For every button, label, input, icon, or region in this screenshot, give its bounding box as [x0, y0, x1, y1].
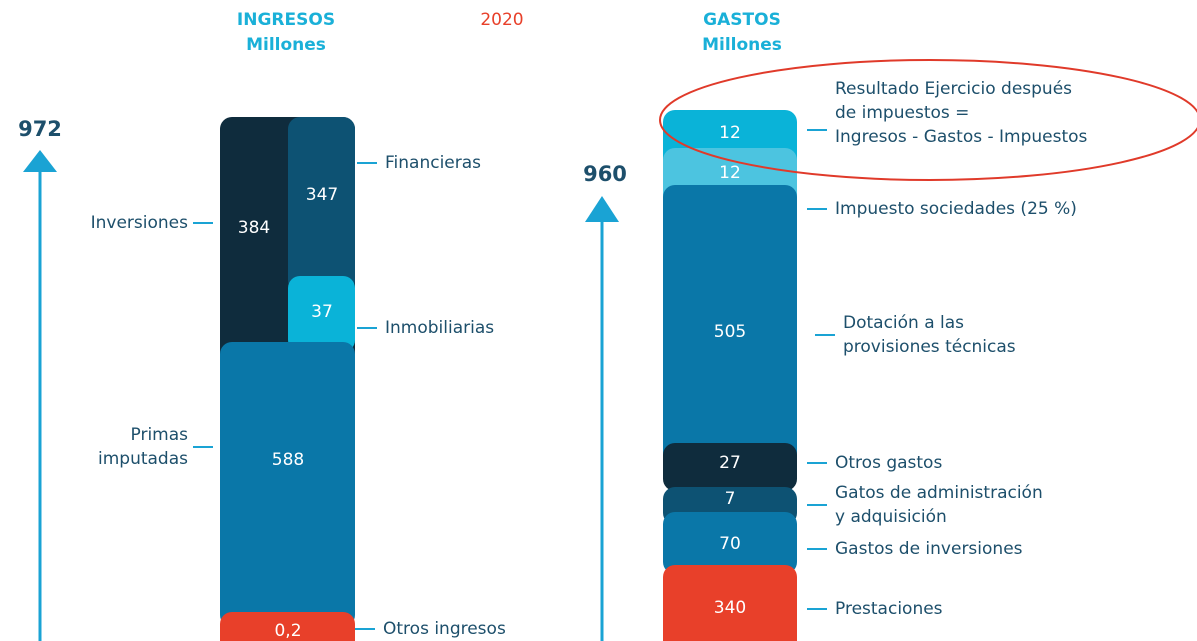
segment-label: Prestaciones [835, 599, 943, 619]
segment-value: 27 [719, 453, 741, 473]
segment-label: Impuesto sociedades (25 %) [835, 199, 1077, 219]
segment [663, 443, 797, 491]
segment [220, 612, 355, 641]
highlight-ellipse [659, 59, 1197, 181]
segment [663, 512, 797, 574]
segment-value: 7 [725, 489, 736, 509]
segment-label: Ingresos - Gastos - Impuestos [835, 127, 1088, 147]
segment-label: de impuestos = [835, 103, 969, 123]
segment-label: Dotación a las [843, 313, 964, 333]
segment-value: 588 [272, 450, 304, 470]
segment-value: 384 [238, 218, 270, 238]
segment-label: Primas [131, 425, 189, 445]
segment-label: imputadas [98, 449, 188, 469]
segment-value: 347 [306, 185, 338, 205]
segment-label: provisiones técnicas [843, 337, 1016, 357]
segment [663, 185, 797, 470]
segment-label: Otros gastos [835, 453, 942, 473]
segment-label: Gastos de inversiones [835, 539, 1023, 559]
segment [663, 565, 797, 641]
segment-label: Resultado Ejercicio después [835, 79, 1072, 99]
segment-label: Inversiones [91, 213, 189, 233]
segment-value: 12 [719, 123, 741, 143]
arrow-head [23, 150, 57, 172]
gastos-total: 960 [583, 162, 627, 186]
ingresos-unit: Millones [246, 35, 326, 55]
segment-value: 37 [311, 302, 333, 322]
segment-label: Inmobiliarias [385, 318, 494, 338]
segment-label: Otros ingresos [383, 619, 506, 639]
segment-value: 340 [714, 598, 746, 618]
segment [288, 117, 355, 292]
segment-value: 12 [719, 163, 741, 183]
segment-label: Financieras [385, 153, 481, 173]
segment-label: y adquisición [835, 507, 947, 527]
segment-value: 70 [719, 534, 741, 554]
ingresos-total: 972 [18, 117, 62, 141]
segment-value: 0,2 [274, 621, 301, 641]
gastos-title: GASTOS [703, 10, 781, 30]
segment [288, 276, 355, 352]
ingresos-title: INGRESOS [237, 10, 335, 30]
segment [220, 342, 355, 627]
arrow-head [585, 196, 619, 222]
gastos-unit: Millones [702, 35, 782, 55]
segment-label: Gatos de administración [835, 483, 1043, 503]
year: 2020 [480, 10, 523, 30]
segment-value: 505 [714, 322, 746, 342]
